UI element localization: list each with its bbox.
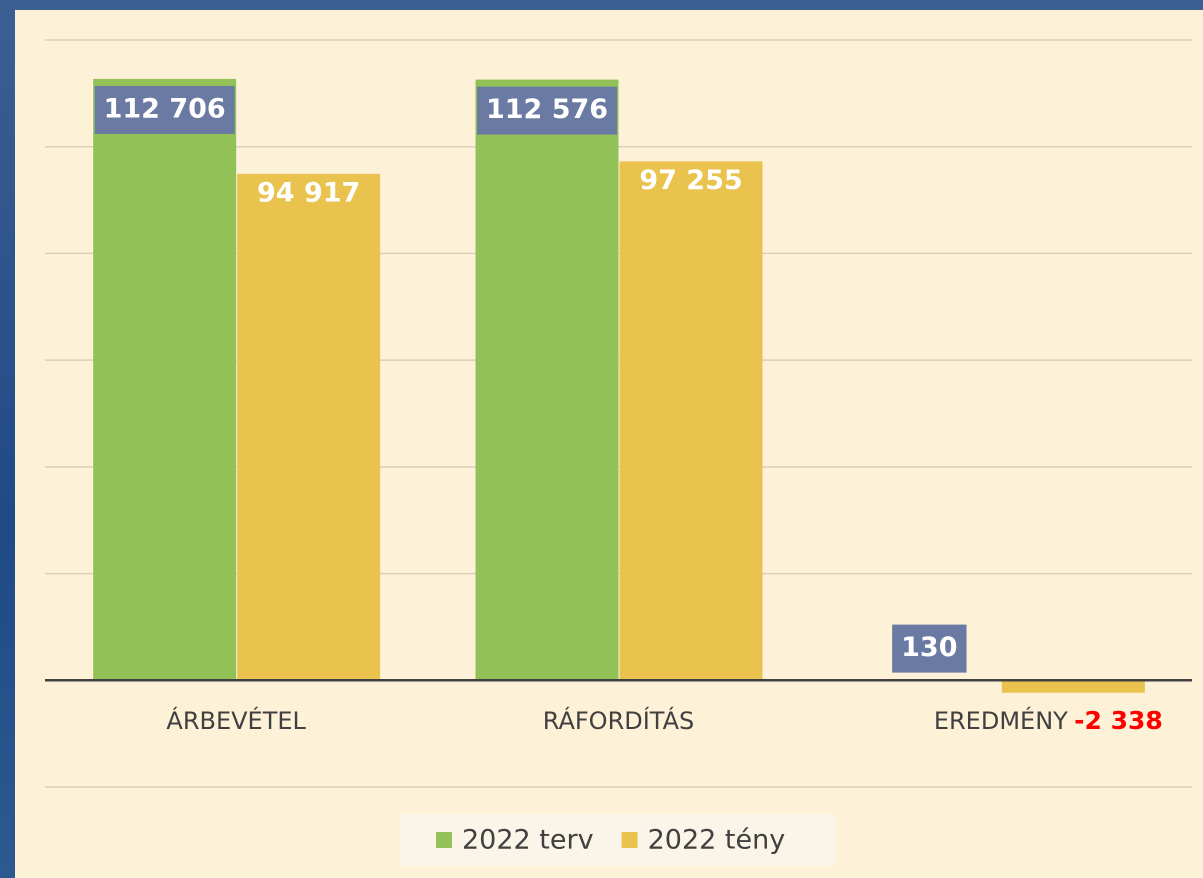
data-label: -2 338 [1074,706,1163,735]
legend-swatch [621,832,638,848]
bar [619,161,763,681]
legend-box [400,814,835,866]
legend-label: 2022 terv [462,825,594,856]
data-label: 130 [901,632,957,663]
data-label: 97 255 [639,165,742,196]
legend-label: 2022 tény [648,825,786,856]
bar [1001,680,1145,693]
data-label: 112 576 [486,94,608,125]
data-label-box [476,86,618,135]
bar [93,78,237,681]
x-tick-label: EREDMÉNY [934,706,1068,735]
data-label: 94 917 [257,177,360,208]
data-label: 112 706 [104,93,226,124]
x-tick-label: RÁFORDÍTÁS [543,706,695,735]
bar [475,79,619,681]
x-tick-label: ÁRBEVÉTEL [166,706,306,735]
bar [237,173,381,681]
data-label-box [94,85,235,134]
legend-swatch [436,832,452,848]
data-label-box [892,624,967,673]
